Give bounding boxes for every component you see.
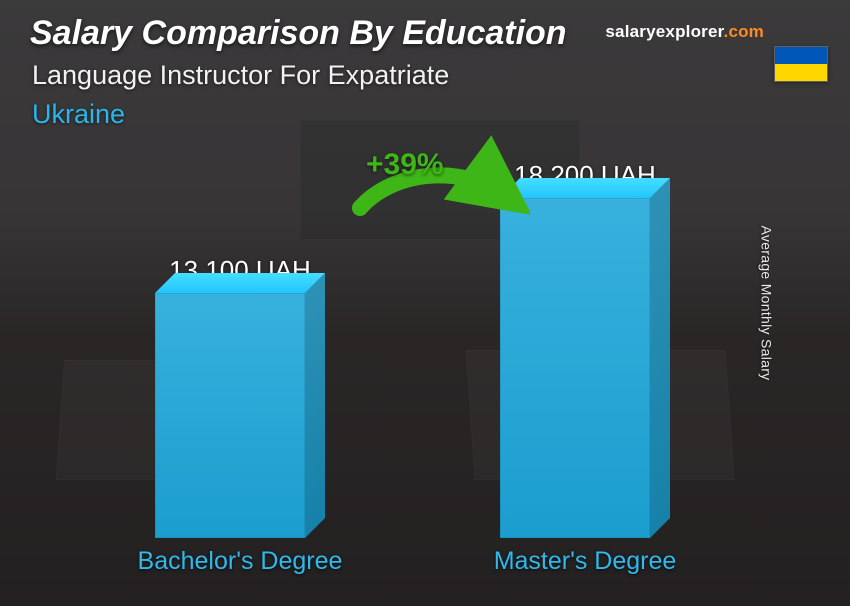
brand-part1: salaryexplorer bbox=[605, 22, 723, 41]
flag-top-stripe bbox=[775, 47, 827, 64]
increase-arrow-icon bbox=[320, 130, 530, 240]
bar-bachelor-s-degree: 13,100 UAH bbox=[155, 293, 325, 538]
bar-master-s-degree: 18,200 UAH bbox=[500, 198, 670, 538]
flag-bottom-stripe bbox=[775, 64, 827, 81]
bar-shape bbox=[500, 198, 670, 538]
bar-category-label: Master's Degree bbox=[445, 547, 725, 576]
bar-shape bbox=[155, 293, 325, 538]
brand-part2: .com bbox=[724, 22, 764, 41]
delta-percent-label: +39% bbox=[366, 148, 444, 182]
brand-wordmark: salaryexplorer.com bbox=[605, 22, 764, 42]
country-flag-icon bbox=[774, 46, 828, 82]
infographic-stage: Salary Comparison By Education Language … bbox=[0, 0, 850, 606]
page-subtitle: Language Instructor For Expatriate bbox=[32, 60, 449, 91]
page-title: Salary Comparison By Education bbox=[30, 14, 567, 53]
country-label: Ukraine bbox=[32, 99, 125, 130]
bar-category-label: Bachelor's Degree bbox=[100, 547, 380, 576]
